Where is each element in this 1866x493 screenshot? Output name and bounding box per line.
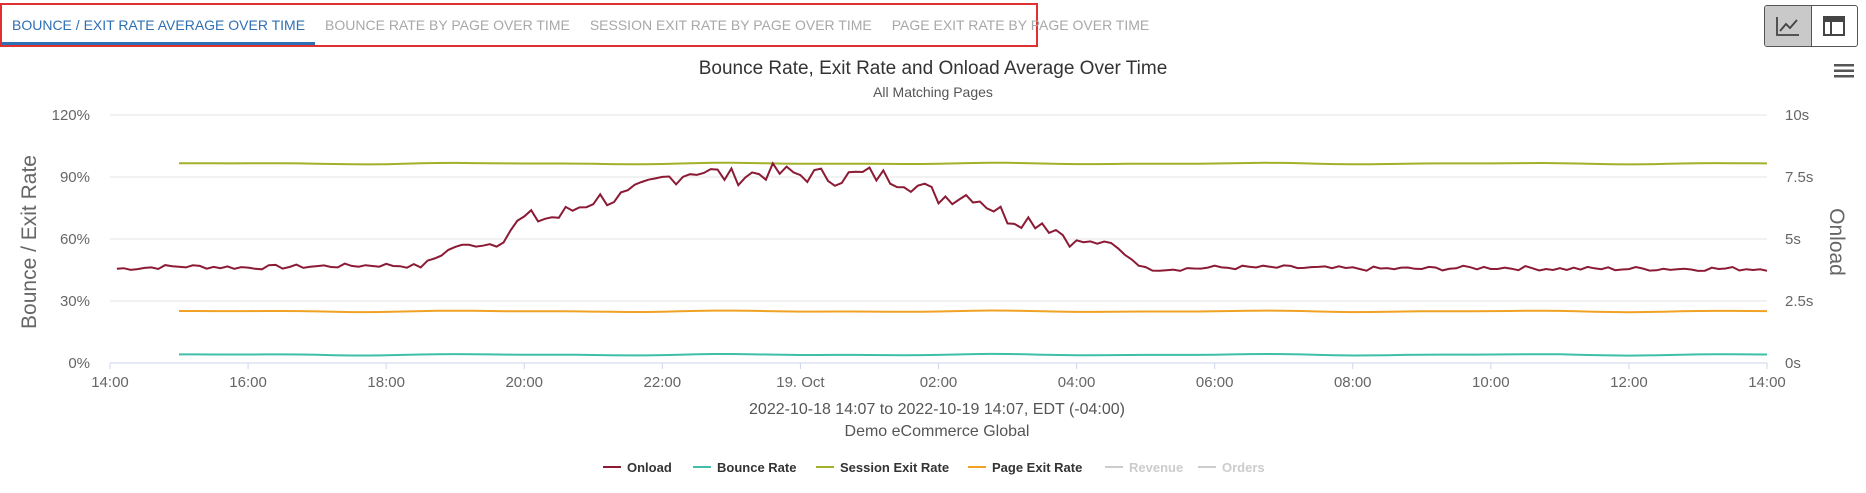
y-tick-label: 30% <box>60 293 90 310</box>
view-toggle <box>1764 5 1858 47</box>
series-line-bounce-rate <box>179 352 1768 357</box>
legend-item-onload[interactable]: Onload <box>627 460 672 475</box>
x-tick-label: 19. Oct <box>776 374 825 391</box>
y2-tick-label: 7.5s <box>1785 169 1813 186</box>
table-layout-icon <box>1823 16 1846 36</box>
x-tick-label: 02:00 <box>920 374 958 391</box>
x-tick-label: 18:00 <box>367 374 405 391</box>
tab-bounce-rate-by-page[interactable]: BOUNCE RATE BY PAGE OVER TIME <box>325 17 570 33</box>
y2-tick-label: 5s <box>1785 231 1801 248</box>
x-tick-label: 08:00 <box>1334 374 1372 391</box>
x-tick-label: 12:00 <box>1610 374 1648 391</box>
chart-caption-range: 2022-10-18 14:07 to 2022-10-19 14:07, ED… <box>749 401 1125 418</box>
table-view-button[interactable] <box>1810 6 1858 46</box>
chart-caption-site: Demo eCommerce Global <box>845 423 1030 440</box>
x-tick-label: 14:00 <box>1748 374 1786 391</box>
y-tick-label: 60% <box>60 231 90 248</box>
tab-page-exit-rate-by-page[interactable]: PAGE EXIT RATE BY PAGE OVER TIME <box>891 17 1150 33</box>
y-tick-label: 120% <box>52 107 90 124</box>
x-tick-label: 10:00 <box>1472 374 1510 391</box>
chart-menu-button[interactable] <box>1830 60 1858 82</box>
chart-title: Bounce Rate, Exit Rate and Onload Averag… <box>699 58 1168 79</box>
line-chart-icon <box>1775 17 1799 36</box>
x-tick-label: 16:00 <box>229 374 267 391</box>
x-axis-ticks: 14:00 16:00 18:00 20:00 22:00 19. Oct 02:00 04:… <box>91 363 1786 391</box>
y-axis-left-ticks: 0% 30% 60% 90% 120% <box>52 107 90 372</box>
y2-tick-label: 2.5s <box>1785 293 1813 310</box>
tab-bounce-exit-rate-average[interactable]: BOUNCE / EXIT RATE AVERAGE OVER TIME <box>2 5 316 45</box>
x-tick-label: 22:00 <box>644 374 682 391</box>
chart-subtitle: All Matching Pages <box>873 84 993 100</box>
legend-item-orders[interactable]: Orders <box>1222 460 1265 475</box>
x-tick-label: 04:00 <box>1058 374 1096 391</box>
x-tick-label: 06:00 <box>1196 374 1234 391</box>
legend-item-bounce-rate[interactable]: Bounce Rate <box>717 460 796 475</box>
legend-item-page-exit-rate[interactable]: Page Exit Rate <box>992 460 1082 475</box>
y2-tick-label: 10s <box>1785 107 1809 124</box>
legend-item-revenue[interactable]: Revenue <box>1129 460 1183 475</box>
x-tick-label: 20:00 <box>505 374 543 391</box>
series-line-session-exit-rate <box>179 161 1768 166</box>
x-tick-label: 14:00 <box>91 374 129 391</box>
chart-legend: Onload Bounce Rate Session Exit Rate Page E… <box>603 460 1265 475</box>
tab-session-exit-rate-by-page[interactable]: SESSION EXIT RATE BY PAGE OVER TIME <box>589 17 872 33</box>
line-chart-view-button[interactable] <box>1765 6 1811 46</box>
y-axis-right-label: Onload <box>1825 208 1848 276</box>
hamburger-menu-icon <box>1834 64 1854 78</box>
legend-item-session-exit-rate[interactable]: Session Exit Rate <box>840 460 949 475</box>
y2-tick-label: 0s <box>1785 355 1801 372</box>
report-tabs: BOUNCE / EXIT RATE AVERAGE OVER TIME BOU… <box>0 3 1149 47</box>
series-line-page-exit-rate <box>179 309 1768 314</box>
y-axis-left-label: Bounce / Exit Rate <box>18 155 41 329</box>
y-axis-right-ticks: 0s 2.5s 5s 7.5s 10s <box>1785 107 1813 372</box>
y-tick-label: 0% <box>68 355 90 372</box>
series-lines <box>116 161 1768 357</box>
y-tick-label: 90% <box>60 169 90 186</box>
grid-lines <box>110 114 1767 364</box>
series-line-onload <box>116 161 1768 272</box>
